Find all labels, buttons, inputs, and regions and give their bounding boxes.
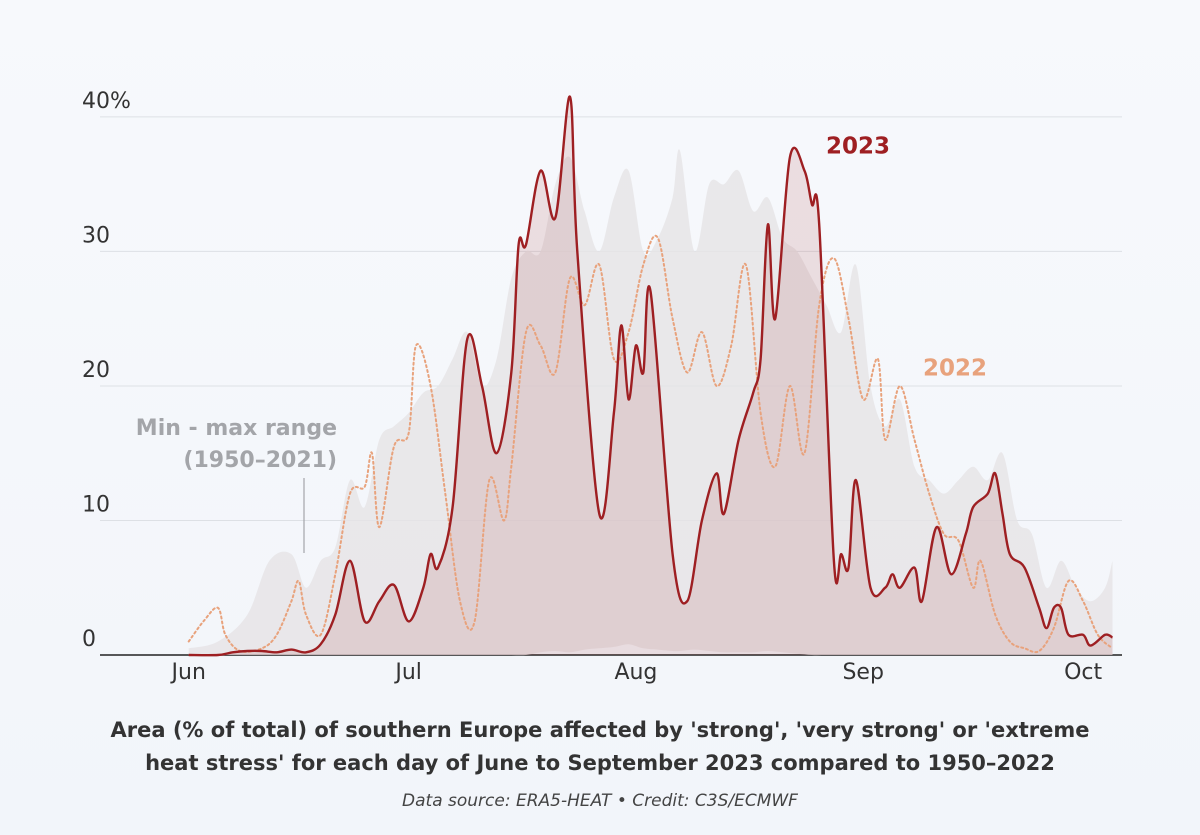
series-line xyxy=(188,95,1114,657)
y-tick-label: 40% xyxy=(82,89,131,114)
y-tick-label: 20 xyxy=(82,358,110,383)
plot: 0 10 20 30 40% Jun Jul Aug Sep Oct Min - max range… xyxy=(82,89,1122,685)
x-tick-label: Aug xyxy=(614,660,657,685)
y-tick-label: 10 xyxy=(82,492,110,517)
caption: Area (% of total) of southern Europe aff… xyxy=(110,718,1089,742)
series-line xyxy=(187,234,1114,654)
x-tick-label: Sep xyxy=(842,660,883,685)
y-tick-label: 0 xyxy=(82,627,96,652)
source: Data source: ERA5-HEAT • Credit: C3S/ECM… xyxy=(402,791,798,811)
series-area xyxy=(188,96,1113,656)
range-label: Min - max range xyxy=(136,416,337,441)
caption: heat stress' for each day of June to Sep… xyxy=(145,751,1055,775)
range-label: (1950–2021) xyxy=(183,448,337,473)
series-label: 2022 xyxy=(923,356,987,382)
series-label: 2023 xyxy=(826,134,890,160)
x-tick-label: Jul xyxy=(393,660,422,685)
range-band xyxy=(188,149,1113,656)
x-tick-label: Oct xyxy=(1064,660,1102,685)
x-tick-label: Jun xyxy=(170,660,206,685)
y-tick-label: 30 xyxy=(82,223,110,248)
